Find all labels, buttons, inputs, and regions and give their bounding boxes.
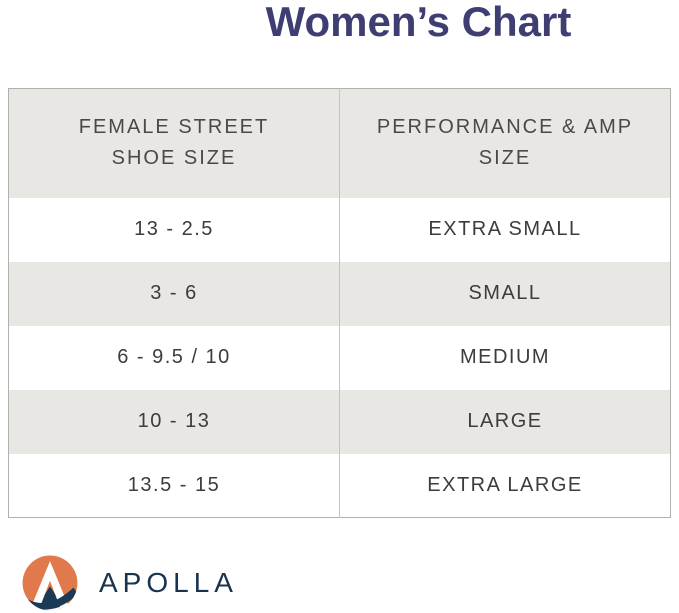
header-shoe-size-label: FEMALE STREET SHOE SIZE — [78, 116, 270, 170]
header-cell-garment-size: PERFORMANCE & AMP SIZE — [339, 88, 671, 198]
garment-size-cell: LARGE — [339, 389, 671, 454]
garment-size-cell: SMALL — [339, 261, 671, 326]
header-garment-size-label: PERFORMANCE & AMP SIZE — [376, 116, 634, 170]
brand-name: APOLLA — [99, 567, 238, 598]
garment-size-cell: EXTRA SMALL — [339, 197, 671, 262]
garment-size-cell: EXTRA LARGE — [339, 453, 671, 518]
garment-size-cell: MEDIUM — [339, 325, 671, 390]
table-row: 13.5 - 15 EXTRA LARGE — [8, 453, 671, 518]
page-title: Women’s Chart — [265, 0, 572, 45]
table-row: 13 - 2.5 EXTRA SMALL — [8, 197, 671, 262]
table-row: 3 - 6 SMALL — [8, 261, 671, 326]
size-chart-table: FEMALE STREET SHOE SIZE PERFORMANCE & AM… — [8, 88, 671, 518]
shoe-size-cell: 6 - 9.5 / 10 — [117, 346, 231, 368]
table-row: 6 - 9.5 / 10 MEDIUM — [8, 325, 671, 390]
brand-footer: APOLLA — [22, 555, 238, 611]
apolla-logo-icon — [22, 555, 78, 611]
table-row: 10 - 13 LARGE — [8, 389, 671, 454]
header-row: FEMALE STREET SHOE SIZE PERFORMANCE & AM… — [8, 88, 671, 198]
shoe-size-cell: 13 - 2.5 — [134, 218, 214, 240]
shoe-size-cell: 3 - 6 — [150, 282, 198, 304]
shoe-size-cell: 13.5 - 15 — [127, 473, 221, 496]
shoe-size-cell: 10 - 13 — [137, 410, 211, 432]
header-cell-shoe-size: FEMALE STREET SHOE SIZE — [9, 89, 340, 198]
